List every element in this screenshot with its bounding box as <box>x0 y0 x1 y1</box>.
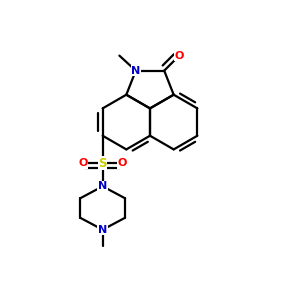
Text: N: N <box>98 181 107 191</box>
Text: O: O <box>118 158 127 168</box>
Text: O: O <box>175 51 184 61</box>
Text: N: N <box>131 66 140 76</box>
Text: S: S <box>98 157 107 169</box>
Text: N: N <box>98 225 107 235</box>
Text: O: O <box>78 158 88 168</box>
